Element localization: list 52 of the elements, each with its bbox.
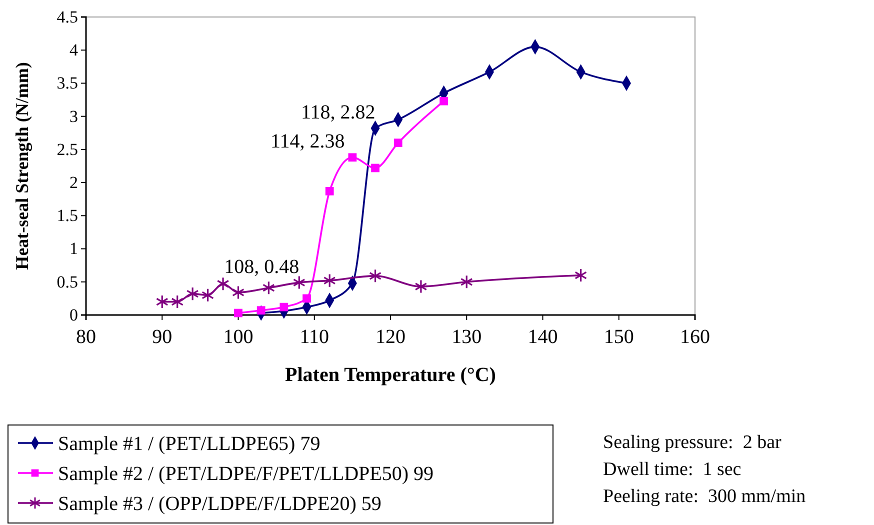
text: Sealing pressure: 2 bar	[603, 432, 782, 453]
annotation: 118, 2.82	[301, 101, 376, 124]
y-tick-label: 0	[70, 305, 78, 324]
point	[414, 279, 428, 294]
point	[202, 288, 214, 302]
y-tick-label: 1	[70, 239, 78, 258]
point	[371, 164, 380, 172]
y-tick-label: 2	[70, 172, 78, 192]
point	[325, 186, 334, 196]
y-tick-label: 3	[70, 106, 78, 126]
x-tick-label: 140	[528, 326, 558, 348]
point	[369, 268, 382, 283]
x-tick-label: 90	[152, 326, 172, 348]
x-tick-label: 110	[300, 326, 330, 348]
point	[440, 96, 448, 106]
y-tick-label: 4.5	[56, 7, 78, 26]
point	[216, 276, 230, 291]
y-tick-label: 0.5	[56, 272, 78, 292]
point	[280, 302, 288, 312]
point	[186, 286, 199, 301]
point	[323, 274, 336, 288]
point	[232, 285, 244, 300]
point	[292, 275, 306, 290]
y-axis-title: Heat-seal Strength (N/mm)	[12, 62, 32, 270]
legend-label: Sample #3 / (OPP/LDPE/F/LDPE20) 59	[58, 493, 382, 515]
x-tick-label: 80	[76, 326, 96, 348]
annotation: 108, 0.48	[224, 256, 300, 278]
y-tick-label: 3.5	[56, 74, 78, 93]
legend-label: Sample #1 / (PET/LLDPE65) 79	[58, 433, 320, 455]
point	[234, 308, 242, 318]
x-tick-label: 160	[680, 326, 710, 348]
point	[262, 280, 275, 295]
y-tick-label: 4	[70, 40, 78, 60]
x-tick-label: 120	[376, 326, 406, 348]
point	[156, 294, 168, 309]
text: Peeling rate: 300 mm/min	[603, 486, 806, 507]
point	[302, 294, 311, 303]
x-axis-title: Platen Temperature (°C)	[285, 364, 496, 386]
point	[574, 268, 588, 282]
y-tick-label: 2.5	[56, 140, 78, 159]
y-tick-label: 1.5	[56, 206, 78, 226]
legend-label: Sample #2 / (PET/LDPE/F/PET/LLDPE50) 99	[58, 463, 434, 485]
point	[171, 294, 184, 309]
point	[256, 306, 266, 315]
annotation: 114, 2.38	[270, 130, 345, 152]
text: Dwell time: 1 sec	[603, 459, 742, 480]
x-tick-label: 150	[604, 326, 634, 348]
point	[348, 153, 357, 162]
point	[460, 274, 473, 289]
point	[394, 138, 402, 148]
x-tick-label: 130	[452, 326, 482, 348]
x-tick-label: 100	[223, 326, 254, 348]
